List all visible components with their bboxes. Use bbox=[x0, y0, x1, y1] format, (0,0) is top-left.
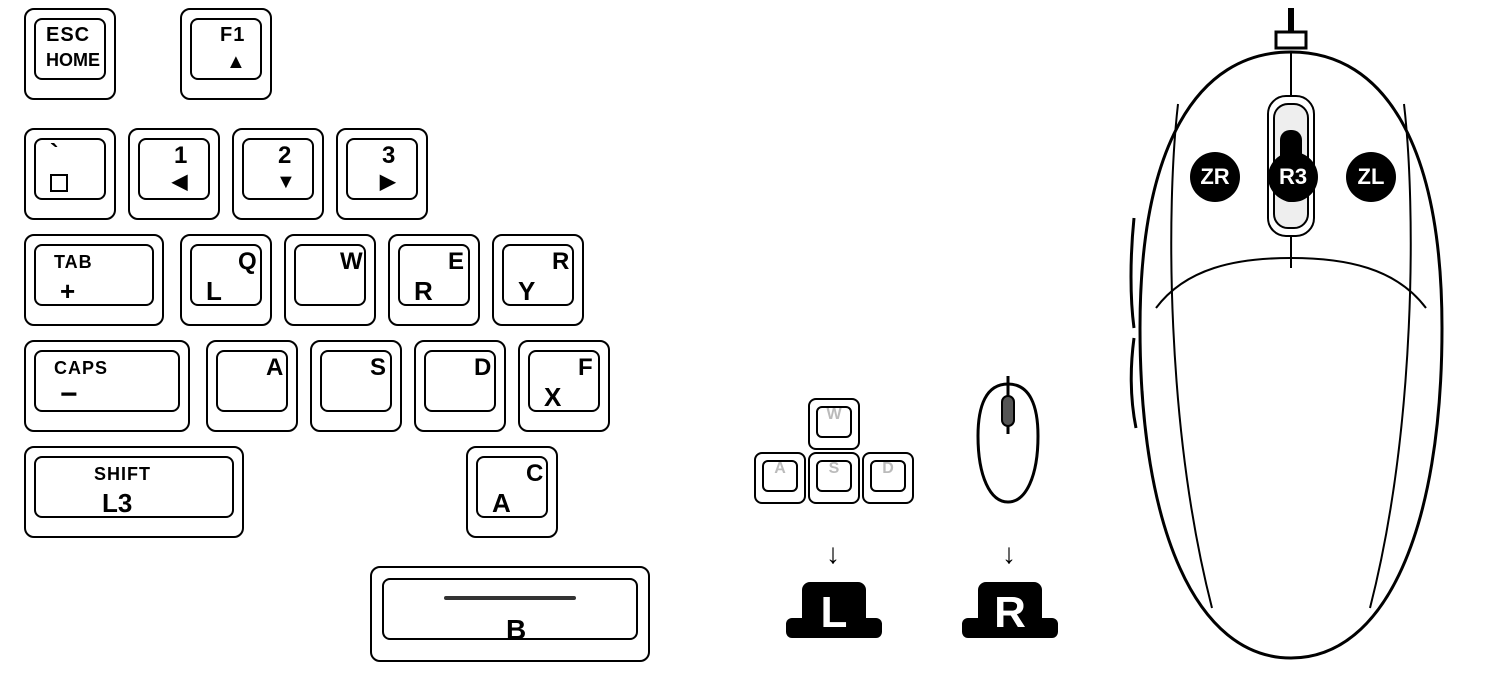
mouse-to-R-arrow: ↓ bbox=[1002, 540, 1016, 568]
key-w: W bbox=[284, 234, 376, 326]
key-shift-sub-label: L3 bbox=[102, 488, 132, 519]
mouse-badge-zl: ZL bbox=[1346, 152, 1396, 202]
key-q-top-label: Q bbox=[238, 248, 258, 276]
key-f1: F1 ▲ bbox=[180, 8, 272, 100]
key-e-top-label: E bbox=[448, 248, 465, 276]
mouse-badge-zr: ZR bbox=[1190, 152, 1240, 202]
key-k3-sub-label: ▶ bbox=[380, 172, 395, 192]
key-k1-sub-label: ◀ bbox=[172, 172, 187, 192]
key-backtick-inner: ` bbox=[34, 138, 106, 200]
key-e-sub-label: R bbox=[414, 276, 433, 307]
key-q: QL bbox=[180, 234, 272, 326]
key-k2-sub-label: ▼ bbox=[276, 172, 296, 192]
key-w-inner: W bbox=[294, 244, 366, 306]
wasd-to-L-arrow: ↓ bbox=[826, 540, 840, 568]
key-r-sub-label: Y bbox=[518, 276, 535, 307]
key-f-top-label: F bbox=[578, 354, 594, 382]
key-k1-top-label: 1 bbox=[174, 142, 188, 170]
key-k2: 2▼ bbox=[232, 128, 324, 220]
key-s-inner: S bbox=[320, 350, 392, 412]
key-s-top-label: S bbox=[370, 354, 387, 382]
key-r: RY bbox=[492, 234, 584, 326]
stick-badge-r: R bbox=[962, 582, 1058, 644]
big-mouse bbox=[1116, 8, 1466, 668]
key-k2-top-label: 2 bbox=[278, 142, 292, 170]
key-k3-inner: 3▶ bbox=[346, 138, 418, 200]
key-d: D bbox=[414, 340, 506, 432]
key-esc-top-label: ESC bbox=[46, 24, 90, 47]
stick-badge-r-label: R bbox=[962, 582, 1058, 644]
key-caps-sub-label: − bbox=[60, 378, 78, 412]
key-c: CA bbox=[466, 446, 558, 538]
key-esc: ESC HOME bbox=[24, 8, 116, 100]
key-e: ER bbox=[388, 234, 480, 326]
key-caps-inner: CAPS− bbox=[34, 350, 180, 412]
key-q-inner: QL bbox=[190, 244, 262, 306]
key-a: A bbox=[206, 340, 298, 432]
key-a-inner: A bbox=[216, 350, 288, 412]
mini-a: A bbox=[754, 452, 806, 504]
key-tab-sub-label: + bbox=[60, 276, 75, 307]
mini-mouse bbox=[968, 376, 1048, 506]
key-f1-sub-label: ▲ bbox=[226, 52, 246, 72]
key-space-sub-label: B bbox=[506, 614, 526, 646]
mini-s-label: S bbox=[810, 460, 858, 478]
key-w-top-label: W bbox=[340, 248, 364, 276]
key-c-top-label: C bbox=[526, 460, 544, 488]
key-e-inner: ER bbox=[398, 244, 470, 306]
key-esc-sub-label: HOME bbox=[46, 50, 100, 71]
key-f: FX bbox=[518, 340, 610, 432]
key-shift: SHIFT L3 bbox=[24, 446, 244, 538]
key-backtick: ` bbox=[24, 128, 116, 220]
spacebar-line bbox=[444, 596, 576, 600]
key-c-sub-label: A bbox=[492, 488, 511, 519]
key-f-sub-label: X bbox=[544, 382, 561, 413]
key-backtick-top-label: ` bbox=[50, 138, 60, 169]
key-k1-inner: 1◀ bbox=[138, 138, 210, 200]
key-q-sub-label: L bbox=[206, 276, 222, 307]
key-space-inner: B bbox=[382, 578, 638, 640]
key-esc-inner: ESC HOME bbox=[34, 18, 106, 80]
key-f1-top-label: F1 bbox=[220, 24, 245, 47]
key-k2-inner: 2▼ bbox=[242, 138, 314, 200]
key-shift-inner: SHIFT L3 bbox=[34, 456, 234, 518]
mini-a-label: A bbox=[756, 460, 804, 478]
mini-w-label: W bbox=[810, 406, 858, 424]
key-d-inner: D bbox=[424, 350, 496, 412]
key-f1-inner: F1 ▲ bbox=[190, 18, 262, 80]
key-c-inner: CA bbox=[476, 456, 548, 518]
key-r-inner: RY bbox=[502, 244, 574, 306]
key-k3: 3▶ bbox=[336, 128, 428, 220]
mouse-badge-r3: R3 bbox=[1268, 152, 1318, 202]
key-shift-top-label: SHIFT bbox=[94, 464, 151, 485]
key-k1: 1◀ bbox=[128, 128, 220, 220]
stick-badge-l: L bbox=[786, 582, 882, 644]
mini-d-label: D bbox=[864, 460, 912, 478]
mini-w: W bbox=[808, 398, 860, 450]
key-r-top-label: R bbox=[552, 248, 570, 276]
mini-d: D bbox=[862, 452, 914, 504]
key-tab-top-label: TAB bbox=[54, 252, 93, 273]
key-a-top-label: A bbox=[266, 354, 284, 382]
stick-badge-l-label: L bbox=[786, 582, 882, 644]
key-space: B bbox=[370, 566, 650, 662]
key-tab-inner: TAB + bbox=[34, 244, 154, 306]
key-k3-top-label: 3 bbox=[382, 142, 396, 170]
key-d-top-label: D bbox=[474, 354, 492, 382]
key-tab: TAB + bbox=[24, 234, 164, 326]
mini-s: S bbox=[808, 452, 860, 504]
mini-wasd: W ASD bbox=[754, 398, 916, 506]
capture-icon bbox=[50, 174, 68, 192]
key-backtick-sub-label bbox=[50, 174, 68, 197]
key-caps: CAPS− bbox=[24, 340, 190, 432]
key-s: S bbox=[310, 340, 402, 432]
key-caps-top-label: CAPS bbox=[54, 358, 108, 379]
key-f-inner: FX bbox=[528, 350, 600, 412]
